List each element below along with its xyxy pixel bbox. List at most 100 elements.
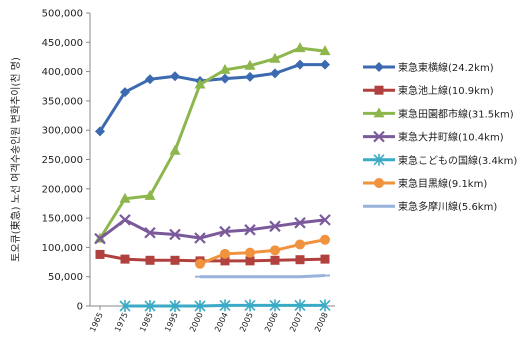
data-point	[220, 248, 230, 259]
x-tick-label: 2006	[263, 311, 280, 333]
legend-label: 東急こどもの国線(3.4km)	[398, 154, 517, 167]
legend-entry-7: 東急多摩川線(5.6km)	[363, 200, 497, 213]
data-point	[320, 234, 330, 245]
y-tick-label: 250,000	[42, 155, 83, 166]
series-2	[95, 249, 330, 266]
data-point	[245, 247, 255, 258]
data-point	[244, 224, 256, 236]
data-point	[220, 73, 230, 84]
data-point	[319, 45, 331, 56]
data-point	[219, 63, 231, 74]
data-point	[120, 254, 130, 264]
data-point	[194, 232, 206, 244]
y-tick-label: 200,000	[42, 184, 83, 195]
y-tick-label: 300,000	[42, 126, 83, 137]
data-point	[119, 214, 131, 226]
data-point	[245, 256, 255, 266]
series-7	[195, 274, 330, 279]
y-tick-label: 400,000	[42, 67, 83, 78]
data-point	[244, 59, 256, 70]
data-point	[194, 300, 206, 312]
legend-label: 東急目黒線(9.1km)	[398, 177, 487, 190]
data-point	[169, 144, 181, 155]
data-point	[219, 299, 231, 312]
data-point	[119, 192, 131, 203]
x-tick-label: 1995	[163, 311, 180, 333]
y-tick-label: 0	[77, 302, 83, 313]
data-point	[294, 299, 306, 312]
legend-entry-2: 東急池上線(10.9km)	[363, 84, 494, 97]
data-point	[295, 59, 305, 70]
series-3	[94, 42, 331, 243]
data-point	[319, 214, 331, 226]
y-tick-label: 350,000	[42, 96, 83, 107]
data-point	[170, 71, 180, 82]
x-tick-label: 2008	[313, 311, 330, 333]
data-point	[295, 239, 305, 250]
y-tick-label: 100,000	[42, 243, 83, 254]
x-tick-label: 1965	[88, 311, 105, 333]
data-point	[220, 256, 230, 266]
data-point	[169, 300, 181, 312]
data-point	[94, 232, 106, 245]
x-tick-label: 2000	[188, 311, 205, 333]
data-point	[244, 299, 256, 312]
data-point	[294, 42, 306, 53]
data-point	[245, 71, 255, 82]
x-tick-label: 2004	[213, 311, 230, 333]
x-tick-label: 2007	[288, 311, 305, 333]
data-point	[194, 78, 206, 89]
legend-label: 東急東横線(24.2km)	[398, 61, 494, 74]
data-point	[144, 300, 156, 312]
legend-marker	[373, 130, 385, 143]
legend-marker	[374, 178, 384, 188]
series-line	[99, 252, 326, 263]
data-point	[219, 225, 231, 238]
data-point	[295, 255, 305, 265]
legend-marker	[374, 85, 384, 95]
data-point	[145, 255, 155, 265]
legend-label: 東急大井町線(10.4km)	[398, 131, 504, 144]
y-tick-label: 500,000	[42, 9, 83, 20]
data-point	[120, 87, 130, 98]
y-axis-label: 토오큐(東急) 노선 여객수송인원 변화추이(천 명)	[9, 57, 22, 262]
data-point	[269, 299, 281, 312]
data-point	[95, 126, 105, 137]
series-line	[98, 63, 325, 133]
data-point	[270, 245, 280, 256]
data-point	[144, 226, 156, 239]
legend-label: 東急池上線(10.9km)	[398, 84, 494, 97]
legend-marker	[374, 62, 384, 72]
series-line	[99, 218, 326, 240]
data-point	[119, 300, 131, 312]
legend-entry-5: 東急こどもの国線(3.4km)	[363, 153, 517, 167]
data-point	[270, 255, 280, 265]
legend-marker	[373, 107, 385, 118]
data-point	[320, 254, 330, 264]
series-5	[119, 299, 331, 312]
data-point	[269, 52, 281, 63]
data-point	[145, 74, 155, 85]
data-point	[319, 299, 331, 312]
data-point	[95, 249, 105, 259]
legend-entry-1: 東急東横線(24.2km)	[363, 61, 494, 74]
y-tick-label: 50,000	[48, 272, 83, 283]
legend-marker	[373, 153, 385, 166]
legend-entry-4: 東急大井町線(10.4km)	[363, 131, 504, 144]
data-point	[169, 228, 181, 241]
series-line	[98, 46, 326, 240]
data-point	[270, 68, 280, 79]
x-tick-label: 1985	[138, 311, 155, 333]
data-point	[170, 255, 180, 265]
x-tick-label: 2005	[238, 311, 255, 333]
series-line	[200, 274, 326, 279]
series-6	[195, 234, 330, 269]
series-1	[95, 59, 330, 137]
y-tick-label: 150,000	[42, 214, 83, 225]
data-point	[269, 220, 281, 233]
legend-label: 東急多摩川線(5.6km)	[398, 200, 497, 213]
legend-label: 東急田園都市線(31.5km)	[398, 107, 514, 120]
x-tick-label: 1975	[113, 311, 130, 333]
series-layer	[94, 42, 331, 312]
